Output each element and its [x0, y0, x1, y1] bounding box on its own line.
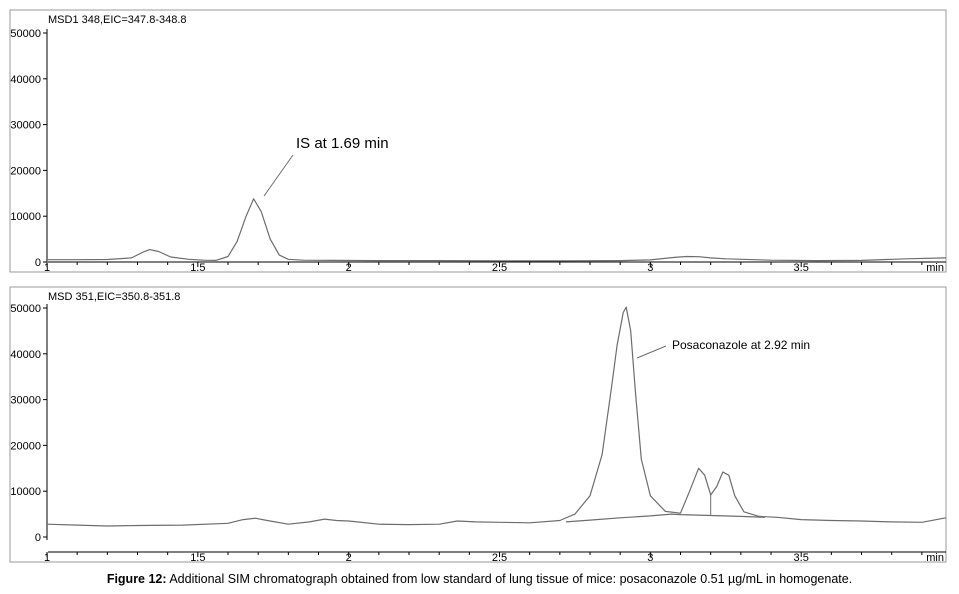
y-tick-label: 0 [35, 532, 41, 544]
peak-annotation: Posaconazole at 2.92 min [672, 338, 810, 352]
y-tick-label: 10000 [10, 211, 41, 223]
x-unit-label: min [926, 262, 944, 274]
y-tick-label: 50000 [10, 303, 41, 315]
y-tick-label: 30000 [10, 120, 41, 132]
x-tick-label: 2 [346, 552, 352, 564]
x-tick-label: 1 [44, 552, 50, 564]
panel-bottom: 0 10000 20000 30000 40000 50000 1 1.5 2 2.5 3 3.5 mi… [9, 286, 947, 564]
panel-label: MSD1 348,EIC=347.8-348.8 [48, 14, 187, 26]
x-tick-label: 3.5 [794, 552, 809, 564]
x-tick-label: 2.5 [492, 262, 507, 274]
integration-baseline [565, 513, 766, 523]
y-tick-label: 20000 [10, 440, 41, 452]
x-tick-label: 2.5 [492, 552, 507, 564]
panel-frame [9, 9, 947, 273]
chromatogram-trace [47, 198, 947, 262]
y-tick-label: 20000 [10, 165, 41, 177]
y-tick-label: 40000 [10, 349, 41, 361]
y-tick-label: 40000 [10, 74, 41, 86]
panel-top: 0 10000 20000 30000 40000 50000 1 1.5 2 2.5 3 3.5 mi… [9, 9, 947, 274]
y-tick-label: 10000 [10, 486, 41, 498]
x-tick-label: 3.5 [794, 262, 809, 274]
x-tick-label: 3 [647, 262, 653, 274]
x-tick-label: 1 [44, 262, 50, 274]
peak-annotation: IS at 1.69 min [296, 135, 389, 152]
y-tick-label: 50000 [10, 28, 41, 40]
x-tick-label: 1.5 [190, 552, 205, 564]
y-tick-label: 0 [35, 257, 41, 269]
x-tick-label: 1.5 [190, 262, 205, 274]
figure-caption: Figure 12: Additional SIM chromatograph … [0, 572, 959, 586]
panel-label: MSD 351,EIC=350.8-351.8 [48, 291, 180, 303]
y-tick-label: 30000 [10, 395, 41, 407]
x-unit-label: min [926, 552, 944, 564]
caption-text: Additional SIM chromatograph obtained fr… [166, 572, 853, 586]
x-tick-label: 3 [647, 552, 653, 564]
panel-frame [9, 286, 947, 563]
annotation-leader [263, 154, 294, 197]
annotation-leader [636, 345, 667, 359]
chromatogram-trace [46, 306, 947, 527]
x-tick-label: 2 [346, 262, 352, 274]
caption-label: Figure 12: [106, 572, 167, 586]
